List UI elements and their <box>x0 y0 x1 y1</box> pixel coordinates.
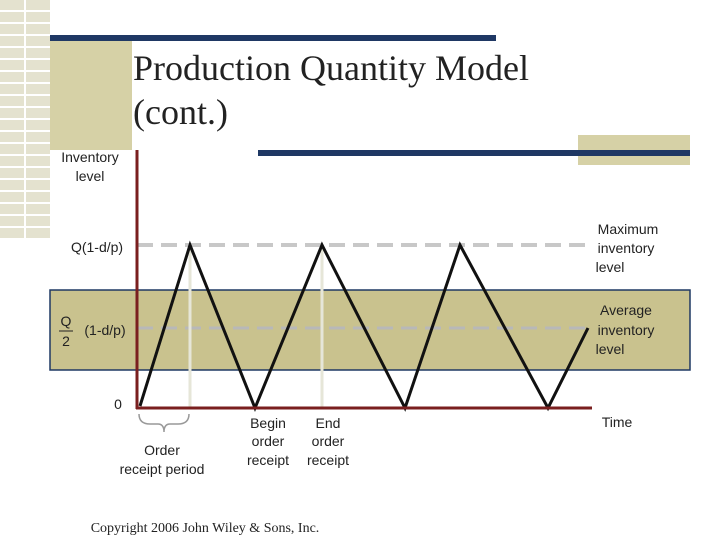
decor-stripes <box>0 0 50 240</box>
annotation: inventory <box>598 240 655 256</box>
annotation: End <box>316 415 341 431</box>
axis-label: Inventory <box>61 149 119 165</box>
axis-label: level <box>76 168 105 184</box>
title: Production Quantity Model <box>133 48 529 88</box>
annotation: Maximum <box>598 221 659 237</box>
title: (cont.) <box>133 92 228 132</box>
annotation: Begin <box>250 415 286 431</box>
annotation: receipt period <box>120 461 205 477</box>
annotation: Average <box>600 302 652 318</box>
level-label: 2 <box>62 333 70 349</box>
copyright: Copyright 2006 John Wiley & Sons, Inc. <box>91 521 320 536</box>
average-band <box>49 289 691 371</box>
title-rule <box>50 35 496 41</box>
labels: Inventory level Q(1-d/p) Q 2 (1-d/p) 0 M… <box>59 149 658 477</box>
level-label: 0 <box>114 396 122 412</box>
decor-block <box>50 38 132 150</box>
annotation: level <box>596 341 625 357</box>
header-rule <box>258 150 690 156</box>
annotation: inventory <box>598 322 655 338</box>
annotation: level <box>596 259 625 275</box>
annotation: order <box>312 433 345 449</box>
level-label: Q <box>61 313 72 329</box>
annotation: Time <box>602 414 633 430</box>
annotation: receipt <box>247 452 289 468</box>
annotation: Order <box>144 442 180 458</box>
period-brace <box>138 413 190 433</box>
annotation: order <box>252 433 285 449</box>
level-label: Q(1-d/p) <box>71 239 123 255</box>
inventory-zigzag <box>138 240 590 412</box>
level-label: (1-d/p) <box>84 322 125 338</box>
annotation: receipt <box>307 452 349 468</box>
